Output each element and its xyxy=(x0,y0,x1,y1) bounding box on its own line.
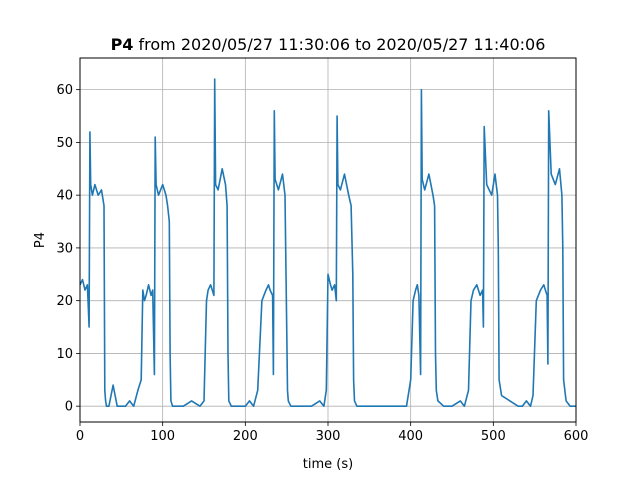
series-line xyxy=(79,78,576,408)
data-layer xyxy=(79,78,576,408)
y-tick-label: 0 xyxy=(65,400,73,415)
y-tick-label: 10 xyxy=(56,347,73,362)
x-tick-label: 500 xyxy=(481,429,506,444)
x-tick-label: 100 xyxy=(150,429,175,444)
x-tick-label: 400 xyxy=(398,429,423,444)
y-tick-label: 60 xyxy=(56,83,73,98)
chart-title: P4 from 2020/05/27 11:30:06 to 2020/05/2… xyxy=(111,35,546,54)
x-tick-label: 0 xyxy=(76,429,84,444)
chart-title-bold: P4 xyxy=(111,35,134,54)
y-axis-label: P4 xyxy=(33,232,48,248)
y-tick-label: 50 xyxy=(56,136,73,151)
x-tick-label: 300 xyxy=(316,429,341,444)
ticks: 0 100 200 300 400 500 600 0 10 20 30 40 50 60 xyxy=(56,83,588,444)
x-tick-label: 600 xyxy=(564,429,589,444)
y-tick-label: 40 xyxy=(56,189,73,204)
grid-lines xyxy=(79,58,577,422)
x-tick-label: 200 xyxy=(233,429,258,444)
y-tick-label: 30 xyxy=(56,241,73,256)
x-axis-label: time (s) xyxy=(303,457,353,472)
chart-title-rest: from 2020/05/27 11:30:06 to 2020/05/27 1… xyxy=(133,35,545,54)
y-tick-label: 20 xyxy=(56,294,73,309)
